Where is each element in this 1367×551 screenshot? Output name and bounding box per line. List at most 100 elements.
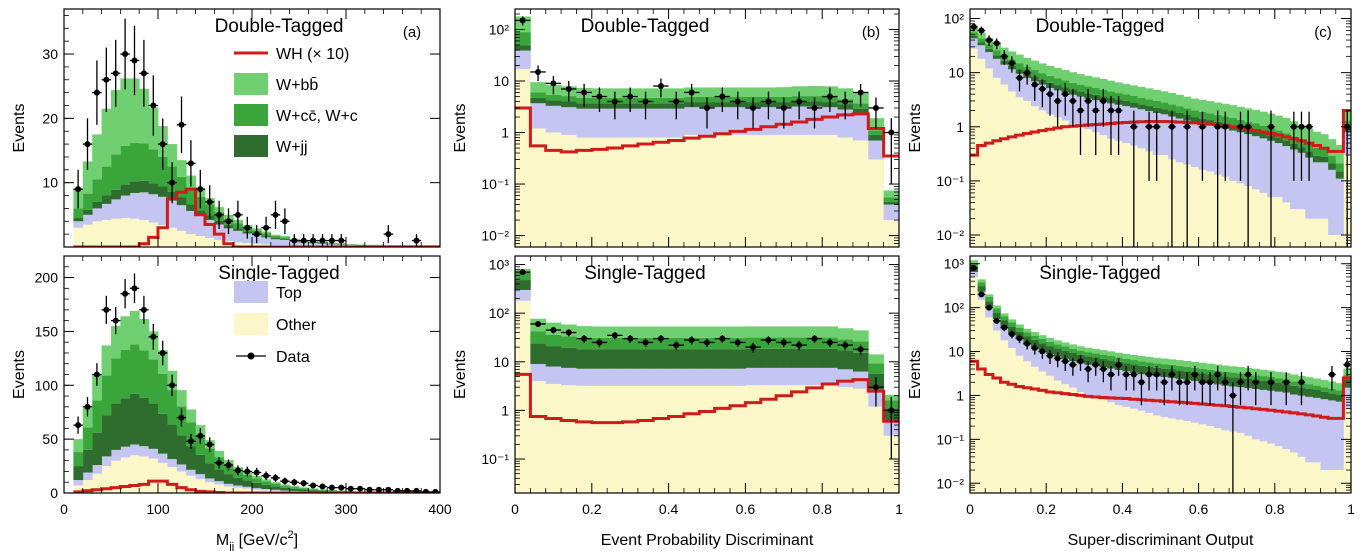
data-marker	[1001, 53, 1008, 60]
hist-bar	[1152, 89, 1161, 101]
hist-bar	[1168, 104, 1177, 112]
hist-bar	[186, 475, 196, 493]
data-marker	[253, 231, 260, 238]
data-marker	[1069, 361, 1076, 368]
hist-bar	[515, 69, 531, 247]
hist-bar	[186, 446, 196, 470]
hist-bar	[1046, 114, 1055, 247]
data-marker	[1245, 123, 1252, 130]
data-marker	[300, 480, 307, 487]
data-point	[205, 185, 215, 219]
hist-bar	[1251, 439, 1260, 493]
data-marker	[1024, 69, 1031, 76]
hist-bar	[1046, 375, 1055, 493]
y-tick-label: 10⁻²	[936, 227, 964, 243]
data-marker	[1306, 123, 1313, 130]
hist-bar	[1343, 379, 1351, 388]
data-point	[252, 467, 262, 478]
data-point	[637, 338, 654, 348]
hist-bar	[1061, 69, 1070, 81]
hist-bar	[992, 50, 1001, 56]
data-marker	[1184, 379, 1191, 386]
data-point	[1130, 365, 1138, 391]
hist-bar	[1015, 327, 1024, 332]
data-point	[1160, 372, 1169, 406]
hist-bar	[992, 55, 1001, 59]
hist-bar	[1145, 356, 1154, 363]
data-marker	[1168, 371, 1175, 378]
data-marker	[84, 403, 91, 410]
data-point	[214, 200, 224, 229]
data-marker	[1107, 371, 1114, 378]
data-marker	[596, 339, 603, 346]
hist-bar	[515, 300, 531, 493]
hist-bar	[852, 108, 869, 114]
data-point	[261, 471, 271, 481]
hist-bar	[223, 486, 234, 493]
hist-bar	[1107, 402, 1116, 493]
hist-bar	[530, 331, 547, 344]
data-point	[1023, 339, 1031, 350]
data-point	[1015, 334, 1024, 344]
hist-bar	[167, 390, 178, 425]
hist-bar	[837, 328, 854, 340]
hist-bar	[622, 349, 639, 369]
hist-bar	[1198, 424, 1207, 493]
hist-bar	[101, 415, 112, 457]
hist-bar	[852, 352, 869, 372]
hist-bar	[1206, 363, 1215, 370]
hist-bar	[148, 403, 159, 449]
data-point	[186, 140, 196, 187]
data-point	[1251, 372, 1260, 406]
data-marker	[1123, 371, 1130, 378]
data-point	[111, 307, 121, 335]
hist-bar	[745, 326, 762, 338]
hist-bar	[1229, 372, 1238, 378]
hist-bar	[977, 45, 986, 59]
data-point	[1297, 372, 1306, 406]
data-point	[1114, 96, 1123, 156]
hist-bar	[1312, 218, 1321, 247]
hist-bar	[205, 237, 215, 247]
signal-line	[970, 359, 1351, 420]
hist-bar	[791, 326, 808, 338]
data-point	[622, 87, 638, 113]
hist-bar	[129, 344, 140, 394]
hist-bar	[607, 137, 623, 247]
hist-bar	[176, 197, 187, 206]
hist-bar	[714, 134, 731, 247]
hist-bar	[1000, 320, 1009, 328]
hist-bar	[1198, 169, 1207, 247]
hist-bar	[1152, 100, 1161, 108]
hist-bar	[985, 44, 994, 49]
hist-bar	[1137, 148, 1146, 247]
hist-bar	[176, 471, 187, 493]
data-marker	[1062, 91, 1069, 98]
hist-bar	[92, 134, 102, 180]
hist-bar	[120, 78, 131, 147]
hist-bar	[977, 42, 986, 46]
hist-bar	[280, 485, 290, 488]
hist-bar	[576, 137, 593, 247]
hist-bar	[883, 204, 899, 221]
hist-bar	[1221, 176, 1230, 247]
y-tick-label: 1	[956, 119, 964, 135]
hist-bar	[111, 449, 121, 461]
hist-bar	[530, 97, 547, 104]
data-marker	[93, 89, 100, 96]
hist-bar	[111, 218, 121, 247]
hist-bar	[1107, 138, 1116, 247]
hist-bar	[158, 413, 168, 454]
hist-bar	[545, 334, 562, 347]
hist-bar	[985, 317, 994, 493]
data-marker	[1237, 123, 1244, 130]
hist-bar	[1198, 362, 1207, 369]
hist-bar	[101, 345, 112, 376]
hist-bar	[167, 424, 178, 460]
hist-bar	[1130, 96, 1139, 103]
hist-bar	[1069, 82, 1078, 90]
hist-bar	[1046, 65, 1055, 76]
hist-bar	[308, 490, 319, 492]
data-point	[1076, 354, 1085, 372]
data-point	[411, 487, 422, 493]
